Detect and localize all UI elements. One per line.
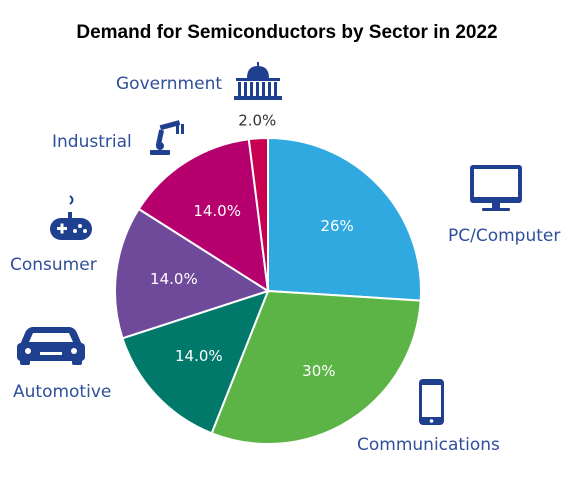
robot-arm-icon — [150, 120, 184, 155]
category-label-consumer: Consumer — [10, 255, 97, 275]
slice-value-label-industrial: 14.0% — [193, 202, 241, 220]
pie-slice-industrial — [137, 138, 270, 293]
chart-title: Demand for Semiconductors by Sector in 2… — [76, 22, 497, 43]
category-label-industrial: Industrial — [52, 132, 132, 152]
slice-value-labels: 26% 30% 14.0% 14.0% 14.0% 2.0% — [150, 111, 354, 380]
pie-slice-consumer — [114, 207, 271, 340]
capitol-building-icon — [234, 62, 282, 100]
slice-value-label-pc-computer: 26% — [320, 217, 353, 235]
slice-value-label-consumer: 14.0% — [150, 270, 198, 288]
pie-slice-pc-computer — [267, 136, 422, 302]
category-label-pc-computer: PC/Computer — [448, 226, 560, 246]
gamepad-icon — [50, 195, 92, 240]
slice-value-label-automotive: 14.0% — [175, 347, 223, 365]
pie-slice-communications — [210, 289, 422, 445]
monitor-icon — [470, 165, 522, 211]
smartphone-icon — [419, 379, 444, 425]
pie-slices — [114, 136, 422, 445]
slice-value-label-communications: 30% — [302, 362, 335, 380]
pie-slice-government — [247, 136, 269, 292]
category-label-automotive: Automotive — [13, 382, 111, 402]
car-icon — [17, 327, 85, 365]
category-label-communications: Communications — [357, 435, 500, 455]
slice-value-label-government: 2.0% — [238, 111, 276, 129]
category-label-government: Government — [116, 74, 222, 94]
